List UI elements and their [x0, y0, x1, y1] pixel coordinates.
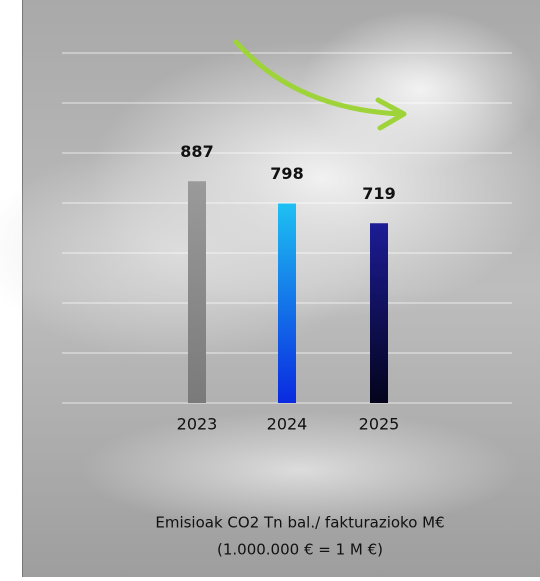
- x-tick-label: 2024: [267, 415, 308, 434]
- value-label: 887: [180, 142, 213, 161]
- caption: Emisioak CO2 Tn bal./ fakturazioko M€: [155, 514, 444, 532]
- page: Emisioak CO2 Tn bal./ fakturazioko M€ (1…: [0, 0, 540, 577]
- bar: [188, 181, 206, 403]
- cloud: [300, 10, 540, 170]
- value-label: 798: [270, 164, 303, 183]
- bar: [370, 223, 388, 403]
- x-tick-label: 2023: [177, 415, 218, 434]
- caption: (1.000.000 € = 1 M €): [217, 541, 383, 559]
- bar: [278, 204, 296, 404]
- value-label: 719: [362, 184, 395, 203]
- x-tick-label: 2025: [359, 415, 400, 434]
- chart: Emisioak CO2 Tn bal./ fakturazioko M€ (1…: [0, 0, 540, 577]
